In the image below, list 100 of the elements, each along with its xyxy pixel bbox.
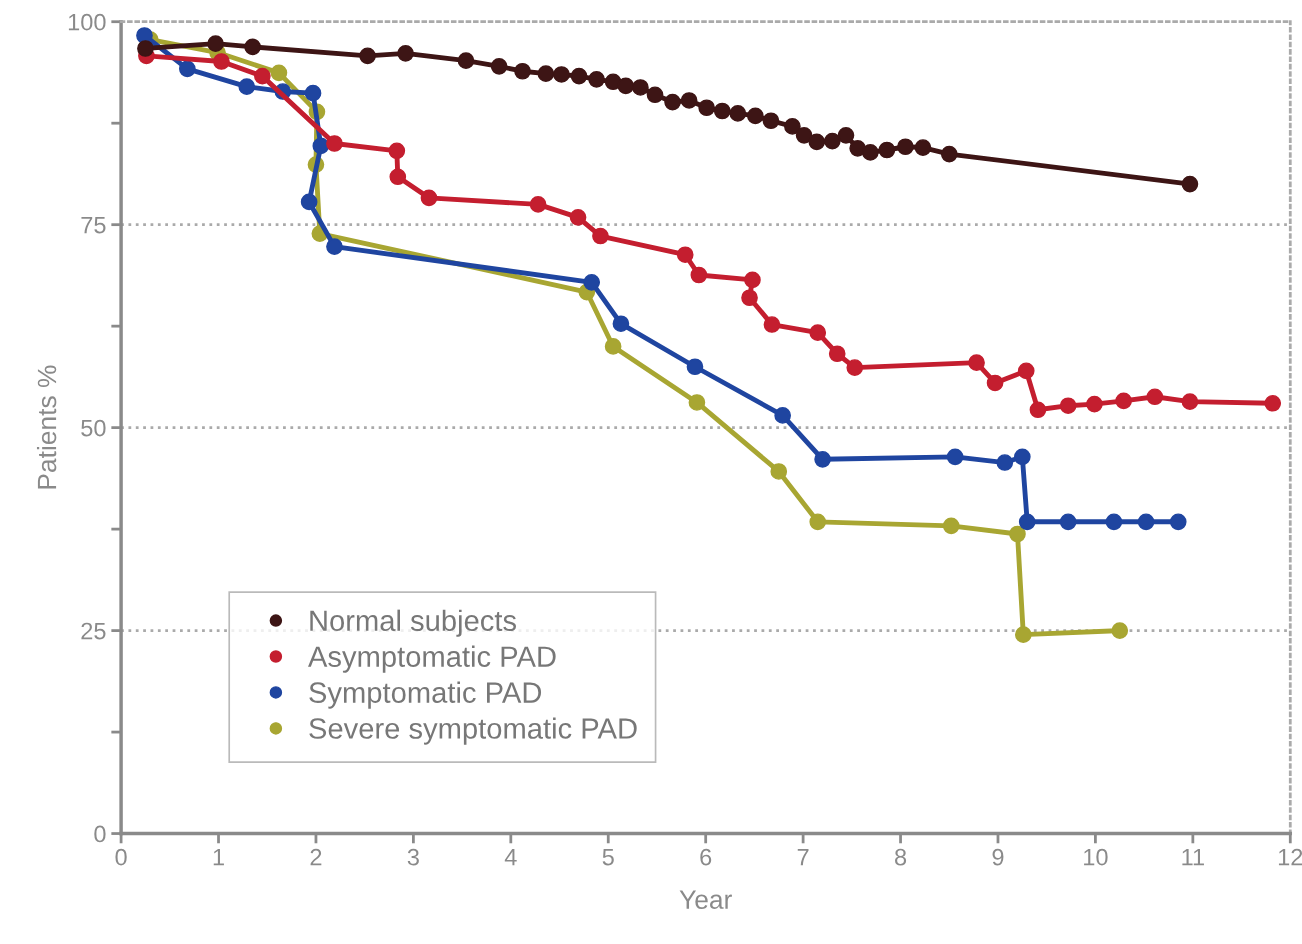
y-tick-label: 0 (94, 825, 106, 843)
point (312, 137, 330, 155)
point (914, 139, 932, 156)
x-tick-label: 8 (895, 848, 907, 866)
legend-label: Asymptomatic PAD (308, 645, 556, 673)
point (326, 135, 343, 152)
point (588, 71, 605, 88)
point (1014, 626, 1032, 643)
point (300, 193, 318, 211)
point (747, 107, 764, 125)
point (837, 127, 855, 144)
y-tick-label: 50 (81, 419, 106, 437)
point (304, 84, 322, 102)
point (897, 138, 914, 156)
point (397, 45, 414, 62)
point (942, 517, 960, 535)
x-tick-label: 1 (213, 849, 224, 866)
x-tick-label: 2 (310, 848, 322, 866)
point (713, 102, 731, 120)
x-axis-title: Year (679, 890, 732, 909)
point (1059, 513, 1077, 531)
point (828, 345, 846, 363)
x-tick-label: 5 (602, 849, 614, 866)
point (784, 118, 801, 135)
point (570, 67, 588, 85)
point (632, 79, 649, 96)
y-tick-label: 25 (81, 622, 106, 640)
point (207, 35, 224, 52)
point (763, 316, 781, 333)
point (1017, 362, 1035, 380)
x-tick-label: 4 (504, 849, 517, 866)
point (1105, 513, 1123, 531)
point (583, 273, 601, 291)
point (1181, 175, 1199, 193)
point (529, 196, 547, 213)
point (808, 133, 826, 151)
y-axis-title: Patients % (36, 365, 57, 489)
x-tick-label: 7 (797, 849, 809, 866)
point (814, 450, 831, 468)
point (1146, 388, 1164, 406)
point (1029, 401, 1047, 419)
point (878, 141, 896, 159)
point (676, 246, 694, 264)
point (1115, 392, 1133, 410)
point (1059, 397, 1077, 415)
point (744, 271, 761, 289)
point (729, 105, 747, 122)
point (1169, 513, 1187, 531)
point (968, 354, 985, 372)
point (1009, 525, 1026, 543)
point (420, 189, 438, 207)
point (612, 315, 630, 333)
point (1018, 513, 1036, 531)
point (762, 112, 780, 130)
point (940, 145, 958, 163)
point (809, 513, 827, 531)
x-tick-label: 0 (115, 848, 127, 866)
point (592, 227, 609, 245)
point (690, 266, 708, 284)
point (137, 40, 154, 57)
point (617, 77, 635, 95)
x-tick-label: 3 (407, 848, 419, 866)
point (664, 93, 681, 111)
point (1111, 622, 1129, 639)
point (680, 92, 698, 109)
point (388, 142, 406, 160)
point (569, 209, 587, 226)
point (1014, 448, 1031, 466)
point (179, 60, 196, 78)
y-tick-label: 100 (68, 13, 106, 31)
point (1137, 513, 1155, 531)
point (457, 52, 475, 70)
point (986, 374, 1004, 392)
legend-label: Severe symptomatic PAD (309, 717, 637, 745)
point (824, 132, 841, 150)
point (996, 454, 1014, 471)
point (389, 168, 407, 186)
point (946, 448, 964, 466)
legend-label: Normal subjects (310, 609, 516, 637)
x-tick-label: 9 (992, 848, 1004, 866)
point (254, 67, 271, 85)
point (1181, 393, 1199, 410)
point (646, 86, 664, 104)
point (514, 62, 531, 80)
point (741, 289, 758, 307)
point (326, 238, 343, 255)
x-tick-label: 10 (1084, 848, 1108, 866)
x-tick-label: 6 (700, 848, 712, 866)
point (774, 407, 791, 424)
x-tick-label: 11 (1182, 849, 1204, 866)
point (688, 394, 706, 411)
legend-label: Symptomatic PAD (309, 681, 542, 709)
point (1086, 395, 1103, 413)
point (604, 338, 622, 355)
point (553, 66, 570, 83)
point (490, 58, 508, 75)
point (604, 73, 622, 91)
point (359, 47, 376, 65)
point (809, 324, 827, 341)
point (270, 64, 288, 82)
